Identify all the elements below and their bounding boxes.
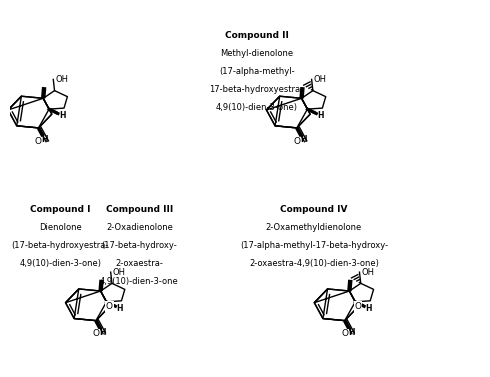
Text: OH: OH: [55, 75, 68, 84]
Text: O: O: [342, 329, 348, 338]
Text: 2-oxaestra-4,9(10)-dien-3-one): 2-oxaestra-4,9(10)-dien-3-one): [249, 259, 379, 268]
Text: 2-oxaestra-: 2-oxaestra-: [116, 259, 163, 268]
Text: O: O: [106, 302, 113, 311]
Text: 4,9(10)-dien-3-one: 4,9(10)-dien-3-one: [100, 277, 179, 286]
Text: H: H: [99, 328, 105, 337]
Text: H: H: [59, 111, 66, 120]
Text: O: O: [93, 329, 100, 338]
Text: 2-Oxamethyldienolone: 2-Oxamethyldienolone: [266, 223, 362, 232]
Text: O: O: [354, 302, 362, 311]
Text: (17-alpha-methyl-: (17-alpha-methyl-: [219, 67, 294, 76]
Text: 2-Oxadienolone: 2-Oxadienolone: [106, 223, 173, 232]
Text: H: H: [42, 135, 48, 144]
Text: H: H: [318, 111, 324, 120]
Text: (17-beta-hydroxyestra-: (17-beta-hydroxyestra-: [12, 241, 109, 250]
Text: 4,9(10)-dien-3-one): 4,9(10)-dien-3-one): [216, 103, 297, 112]
Text: Compound I: Compound I: [30, 205, 91, 215]
Text: Compound III: Compound III: [106, 205, 173, 215]
Text: O: O: [35, 137, 42, 146]
Text: Compound II: Compound II: [224, 31, 289, 40]
Text: H: H: [366, 304, 372, 313]
Text: O: O: [293, 137, 300, 146]
Text: (17-beta-hydroxy-: (17-beta-hydroxy-: [101, 241, 177, 250]
Text: H: H: [300, 135, 307, 144]
Text: 4,9(10)-dien-3-one): 4,9(10)-dien-3-one): [20, 259, 101, 268]
Text: Compound IV: Compound IV: [280, 205, 348, 215]
Text: OH: OH: [113, 268, 125, 277]
Text: Dienolone: Dienolone: [39, 223, 82, 232]
Text: OH: OH: [362, 268, 374, 277]
Text: (17-alpha-methyl-17-beta-hydroxy-: (17-alpha-methyl-17-beta-hydroxy-: [240, 241, 388, 250]
Text: H: H: [117, 304, 123, 313]
Text: 17-beta-hydroxyestra-: 17-beta-hydroxyestra-: [210, 85, 304, 94]
Text: Methyl-dienolone: Methyl-dienolone: [220, 49, 293, 58]
Text: OH: OH: [314, 75, 326, 84]
Text: H: H: [348, 328, 354, 337]
